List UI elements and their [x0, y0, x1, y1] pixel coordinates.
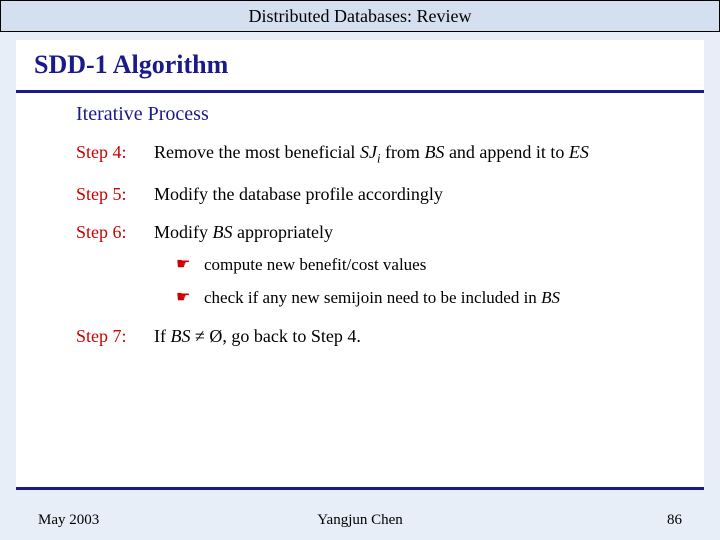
title-bar: Distributed Databases: Review — [0, 0, 720, 32]
footer-author: Yangjun Chen — [317, 512, 403, 529]
footer-date: May 2003 — [38, 512, 99, 529]
step-row: Step 5: Modify the database profile acco… — [76, 182, 676, 206]
step-row: Step 6: Modify BS appropriately — [76, 220, 676, 244]
section-subtitle: Iterative Process — [76, 103, 676, 126]
sub-item: ☛ compute new benefit/cost values — [176, 254, 676, 277]
footer: May 2003 Yangjun Chen 86 — [0, 500, 720, 540]
step-label: Step 4: — [76, 140, 154, 168]
step-text: Modify BS appropriately — [154, 220, 676, 244]
step-text: If BS ≠ Ø, go back to Step 4. — [154, 324, 676, 348]
step-label: Step 7: — [76, 324, 154, 348]
footer-divider — [16, 487, 704, 490]
step-label: Step 6: — [76, 220, 154, 244]
step-row: Step 7: If BS ≠ Ø, go back to Step 4. — [76, 324, 676, 348]
sub-text: check if any new semijoin need to be inc… — [204, 287, 676, 310]
step-label: Step 5: — [76, 182, 154, 206]
slide-content: SDD-1 Algorithm Iterative Process Step 4… — [16, 40, 704, 490]
page-title: Distributed Databases: Review — [249, 6, 472, 27]
algorithm-title: SDD-1 Algorithm — [34, 50, 686, 80]
sub-text: compute new benefit/cost values — [204, 254, 676, 277]
footer-page-number: 86 — [667, 512, 682, 529]
step-text: Modify the database profile accordingly — [154, 182, 676, 206]
body-section: Iterative Process Step 4: Remove the mos… — [16, 103, 704, 348]
bullet-icon: ☛ — [176, 287, 204, 309]
content-header: SDD-1 Algorithm — [16, 40, 704, 86]
bullet-icon: ☛ — [176, 254, 204, 276]
step-row: Step 4: Remove the most beneficial SJi f… — [76, 140, 676, 168]
header-divider — [16, 90, 704, 93]
sub-item: ☛ check if any new semijoin need to be i… — [176, 287, 676, 310]
step-text: Remove the most beneficial SJi from BS a… — [154, 140, 676, 168]
